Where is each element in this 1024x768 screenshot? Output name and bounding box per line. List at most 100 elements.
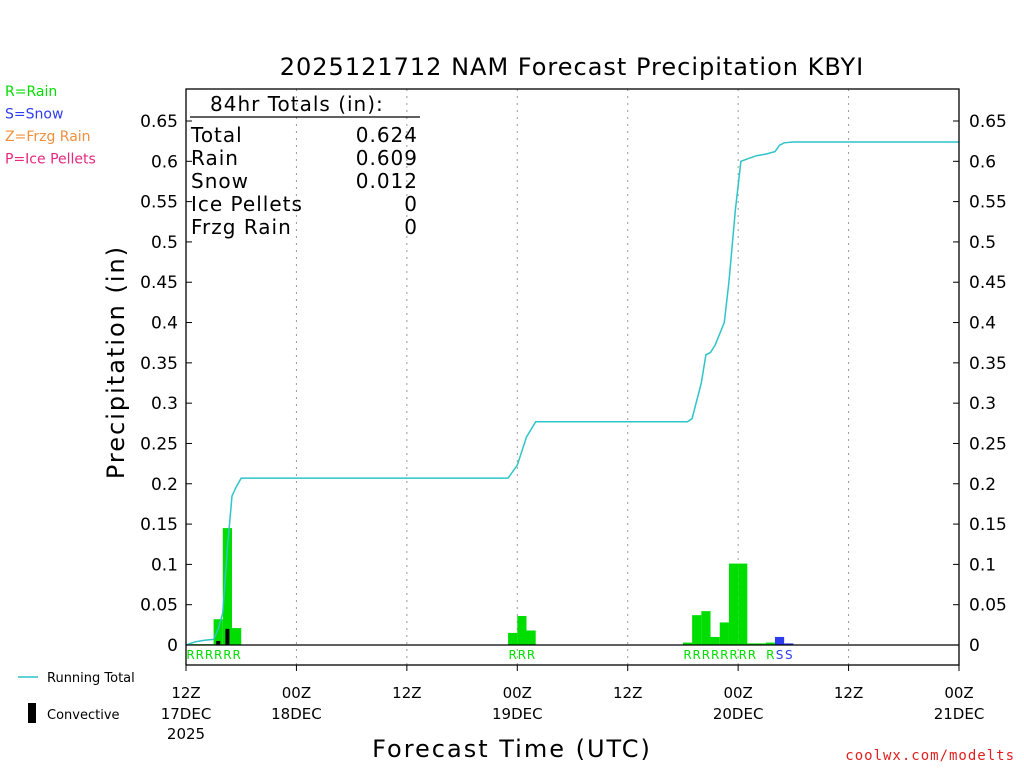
precip-bar: [692, 615, 702, 645]
running-total-line: [185, 141, 959, 646]
bottom-legend: Running Total Convective: [18, 671, 135, 723]
precip-type-legend-item: P=Ice Pellets: [5, 152, 96, 168]
y-tick-label: 0.15: [140, 515, 178, 535]
x-tick-date: 20DEC: [713, 705, 764, 723]
precip-type-label: R: [739, 648, 747, 662]
totals-row-label: Frzg Rain: [191, 215, 292, 239]
precip-bar: [747, 643, 757, 645]
precip-type-label: R: [729, 648, 737, 662]
x-tick-date: 21DEC: [934, 705, 985, 723]
y-tick-label: 0.45: [140, 273, 178, 293]
x-axis-title: Forecast Time (UTC): [372, 735, 652, 763]
y-tick-label: 0.5: [151, 233, 178, 253]
precip-bar: [710, 636, 720, 645]
y-tick-label: 0: [167, 636, 178, 656]
totals-box: 84hr Totals (in): Total 0.624 Rain 0.609 Sno…: [190, 92, 420, 239]
precip-type-label: R: [748, 648, 756, 662]
y-tick-label-right: 0.3: [969, 394, 996, 414]
precip-type-label: R: [683, 648, 691, 662]
totals-row-value: 0: [404, 215, 418, 239]
y-tick-label-right: 0.25: [969, 434, 1007, 454]
precip-bar: [774, 636, 785, 645]
x-tick-label: 12Z: [834, 684, 863, 702]
precip-bars: [186, 528, 794, 645]
totals-row-value: 0.609: [356, 146, 418, 170]
precip-bar: [682, 642, 693, 645]
x-tick-year: 2025: [167, 725, 205, 743]
y-tick-label-right: 0.4: [969, 314, 996, 334]
precip-type-label: R: [720, 648, 728, 662]
y-tick-label-right: 0.55: [969, 193, 1007, 213]
precip-type-label: R: [527, 648, 535, 662]
precip-type-label: R: [205, 648, 213, 662]
x-tick-label: 12Z: [171, 684, 200, 702]
y-axis-right: 0 0.05 0.1 0.15 0.2 0.25 0.3 0.35 0.4 0.45 0.5 0.55…: [953, 112, 1007, 656]
precip-type-label: R: [196, 648, 204, 662]
precip-type-legend-item: S=Snow: [5, 107, 63, 123]
convective-legend-swatch: [28, 703, 36, 723]
y-tick-label-right: 0.05: [969, 596, 1007, 616]
precip-type-legend: R=Rain S=Snow Z=Frzg Rain P=Ice Pellets: [5, 84, 96, 168]
precip-type-label: R: [518, 648, 526, 662]
precip-bar: [213, 619, 223, 645]
precip-type-label: R: [214, 648, 222, 662]
x-tick-label: 12Z: [392, 684, 421, 702]
y-tick-label-right: 0.1: [969, 555, 996, 575]
y-tick-label-right: 0: [969, 636, 980, 656]
y-tick-label: 0.55: [140, 193, 178, 213]
y-tick-label: 0.4: [151, 314, 178, 334]
precip-type-label: S: [776, 648, 784, 662]
precip-bar: [232, 628, 242, 645]
y-tick-label-right: 0.65: [969, 112, 1007, 132]
running-total-legend-label: Running Total: [47, 671, 135, 686]
convective-legend-label: Convective: [47, 708, 120, 723]
x-tick-label: 12Z: [613, 684, 642, 702]
x-axis: 12Z 17DEC 2025 00Z 18DEC 12Z 00Z 19DEC 12Z 00Z 20D…: [161, 665, 985, 743]
precip-type-label: R: [766, 648, 774, 662]
y-tick-label: 0.25: [140, 434, 178, 454]
precip-type-label: R: [509, 648, 517, 662]
totals-row-label: Ice Pellets: [191, 192, 303, 216]
precip-bar: [756, 643, 766, 645]
y-tick-label: 0.3: [151, 394, 178, 414]
y-tick-label-right: 0.6: [969, 152, 996, 172]
y-tick-label: 0.2: [151, 475, 178, 495]
convective-bar: [225, 628, 230, 645]
y-tick-label-right: 0.15: [969, 515, 1007, 535]
precip-type-label: R: [223, 648, 231, 662]
precip-type-label: R: [711, 648, 719, 662]
precip-type-label: R: [693, 648, 701, 662]
precip-bar: [222, 528, 233, 645]
precip-bar: [517, 615, 527, 645]
precip-bar: [701, 611, 711, 645]
plot-frame: [185, 88, 960, 666]
x-tick-label: 00Z: [944, 684, 973, 702]
precip-bar: [526, 630, 536, 645]
precip-bar: [728, 563, 739, 645]
y-axis-title: Precipitation (in): [102, 245, 130, 479]
x-tick-date: 18DEC: [271, 705, 322, 723]
precip-type-label: R: [702, 648, 710, 662]
y-tick-label: 0.65: [140, 112, 178, 132]
totals-header: 84hr Totals (in):: [210, 92, 384, 116]
y-tick-label: 0.6: [151, 152, 178, 172]
y-tick-label-right: 0.5: [969, 233, 996, 253]
totals-row-value: 0.624: [356, 123, 418, 147]
totals-row-label: Total: [190, 123, 243, 147]
precip-bar: [719, 622, 729, 645]
precip-bar: [508, 632, 518, 645]
x-tick-date: 19DEC: [492, 705, 543, 723]
y-tick-label: 0.35: [140, 354, 178, 374]
y-tick-label-right: 0.2: [969, 475, 996, 495]
totals-row-value: 0.012: [356, 169, 418, 193]
totals-row-label: Snow: [191, 169, 249, 193]
y-tick-label-right: 0.45: [969, 273, 1007, 293]
precip-bar: [784, 643, 794, 645]
y-tick-label-right: 0.35: [969, 354, 1007, 374]
chart-title: 2025121712 NAM Forecast Precipitation KB…: [280, 53, 864, 81]
credit-text: coolwx.com/modelts: [845, 748, 1015, 764]
gridlines: [295, 89, 850, 665]
y-tick-label: 0.05: [140, 596, 178, 616]
